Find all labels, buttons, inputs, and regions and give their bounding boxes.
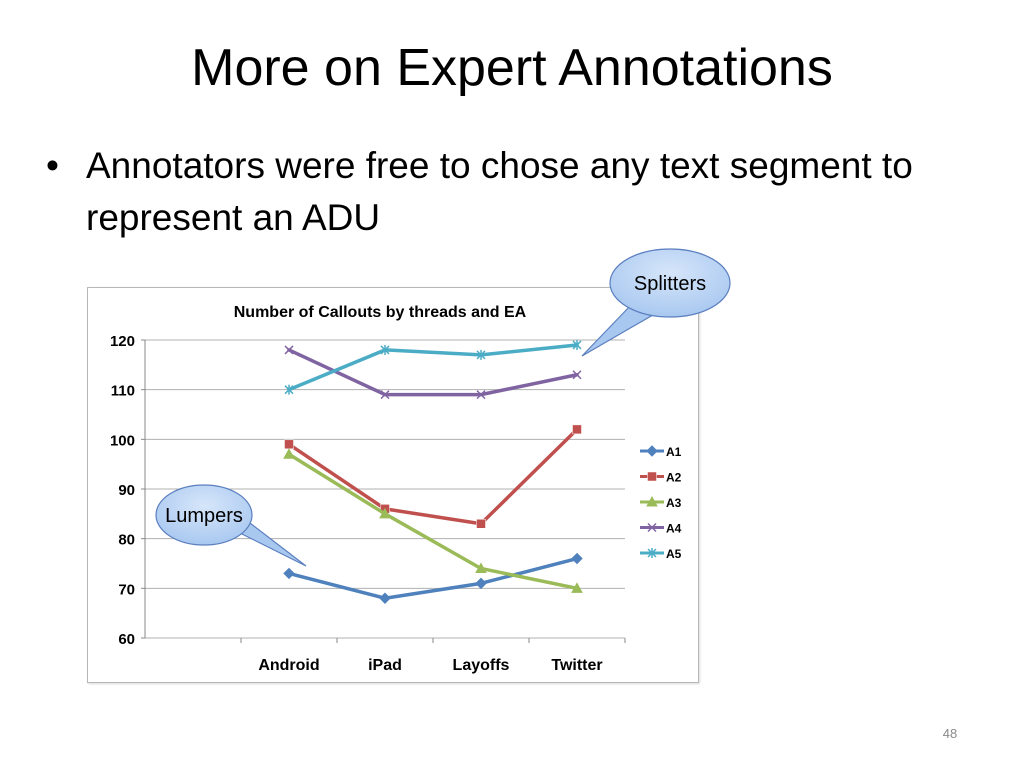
y-tick-label: 80 xyxy=(118,532,135,549)
legend-marker-a1 xyxy=(646,445,658,457)
data-point-a3 xyxy=(283,448,295,459)
data-point-a2 xyxy=(284,439,294,450)
x-tick-label: Layoffs xyxy=(453,657,510,674)
series-line-a3 xyxy=(287,452,579,591)
bullet-marker: • xyxy=(46,145,59,186)
splitters-callout-bubble xyxy=(609,248,731,318)
y-tick-label: 120 xyxy=(110,333,135,350)
lumpers-callout: Lumpers xyxy=(155,484,307,567)
legend-marker-a3 xyxy=(646,495,658,507)
data-point-a4 xyxy=(380,390,390,400)
legend-label-a1: A1 xyxy=(666,445,682,459)
slide-title: More on Expert Annotations xyxy=(191,39,833,97)
splitters-callout-label: Splitters xyxy=(634,273,706,295)
y-tick-label: 70 xyxy=(118,581,135,598)
legend-marker-a2 xyxy=(647,471,657,482)
data-point-a5 xyxy=(380,344,390,355)
data-point-a2 xyxy=(572,424,582,435)
y-tick-label: 110 xyxy=(111,383,135,400)
lumpers-callout-label: Lumpers xyxy=(165,505,243,527)
splitters-callout: Splitters xyxy=(581,248,731,357)
data-point-a5 xyxy=(572,339,582,350)
data-point-a5 xyxy=(476,349,486,360)
series-line-a5 xyxy=(287,343,579,392)
legend-label-a2: A2 xyxy=(666,471,682,485)
data-point-a5 xyxy=(284,384,294,395)
data-point-a4 xyxy=(476,390,486,400)
y-tick-label: 90 xyxy=(118,482,135,499)
series-line-a2 xyxy=(287,427,579,526)
legend-marker-a5 xyxy=(647,548,657,558)
y-tick-label: 100 xyxy=(110,432,135,449)
legend-label-a5: A5 xyxy=(666,547,682,561)
data-point-a4 xyxy=(284,345,294,355)
chart-canvas: Number of Callouts by threads and EA 60 70… xyxy=(110,304,682,674)
bullet-text: Annotators were free to chose any text s… xyxy=(86,145,913,238)
chart-title: Number of Callouts by threads and EA xyxy=(234,304,527,321)
legend-label-a3: A3 xyxy=(666,496,682,510)
data-point-a2 xyxy=(476,519,486,529)
data-point-a1 xyxy=(283,567,295,580)
data-point-a1 xyxy=(475,577,487,590)
page-number: 48 xyxy=(942,726,958,741)
line-chart: Number of Callouts by threads and EA 60 70… xyxy=(87,287,699,683)
legend-marker-a4 xyxy=(647,522,657,533)
series-line-a1 xyxy=(287,556,579,601)
data-point-a4 xyxy=(572,370,582,380)
data-point-a3 xyxy=(475,562,487,573)
data-point-a3 xyxy=(571,582,583,593)
data-point-a1 xyxy=(571,552,583,565)
series-line-a4 xyxy=(287,348,579,397)
y-tick-label: 60 xyxy=(118,631,135,648)
data-point-a1 xyxy=(379,592,391,604)
lumpers-callout-bubble xyxy=(155,484,253,546)
legend-label-a4: A4 xyxy=(666,522,682,536)
x-tick-label: Android xyxy=(258,657,319,674)
data-point-a3 xyxy=(379,507,391,519)
x-tick-label: Twitter xyxy=(551,657,602,674)
x-tick-label: iPad xyxy=(368,657,402,674)
